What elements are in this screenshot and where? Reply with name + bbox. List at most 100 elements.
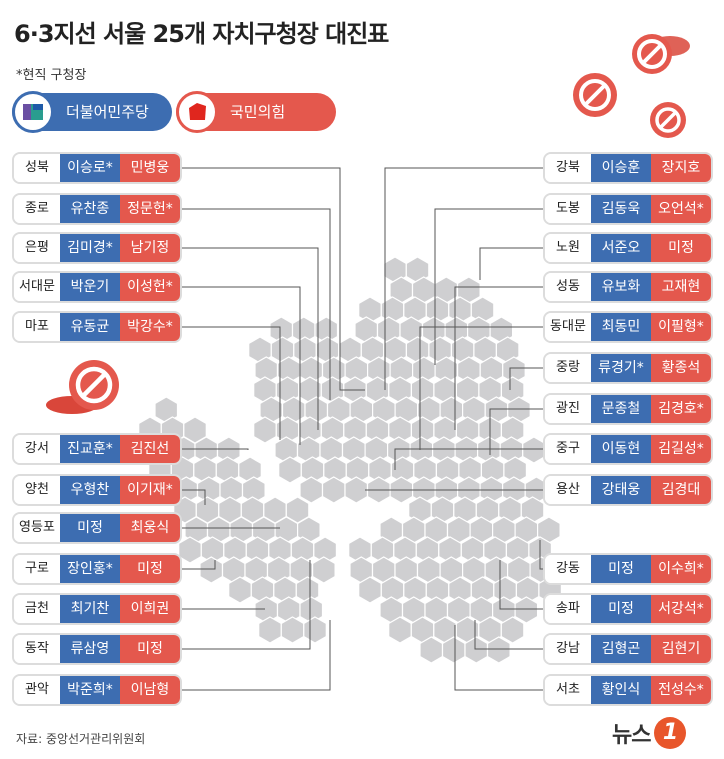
legend-people-power-party: 국민의힘 bbox=[176, 91, 336, 133]
leader-line bbox=[180, 286, 301, 445]
district-hex bbox=[522, 436, 546, 464]
matchup-box: 도봉 김동욱 오언석* bbox=[543, 193, 713, 225]
matchup-row: 금천 최기찬 이희권 bbox=[12, 593, 182, 625]
ppp-candidate: 김길성* bbox=[651, 435, 711, 463]
matchup-row: 종로 유찬종 정문헌* bbox=[12, 193, 182, 225]
matchup-row: 도봉 김동욱 오언석* bbox=[543, 193, 713, 225]
leader-line bbox=[474, 620, 543, 650]
ppp-candidate: 고재현 bbox=[651, 273, 711, 301]
incumbent-note: *현직 구청장 bbox=[16, 68, 87, 83]
leader-line bbox=[434, 208, 543, 365]
democratic-candidate: 미정 bbox=[591, 595, 651, 623]
leader-line bbox=[180, 448, 249, 450]
matchup-box: 강서 진교훈* 김진선 bbox=[12, 433, 182, 465]
ppp-candidate: 김진선 bbox=[120, 435, 180, 463]
district-hex bbox=[358, 576, 382, 604]
district-name: 영등포 bbox=[14, 514, 60, 542]
ppp-candidate: 이수희* bbox=[651, 555, 711, 583]
source-note: 자료: 중앙선거관리위원회 bbox=[16, 732, 146, 746]
democratic-candidate: 이승훈 bbox=[591, 154, 651, 182]
democratic-candidate: 김미경* bbox=[60, 234, 120, 262]
district-name: 도봉 bbox=[545, 195, 591, 223]
democratic-candidate: 강태웅 bbox=[591, 476, 651, 504]
district-name: 중랑 bbox=[545, 354, 591, 382]
ppp-candidate: 전성수* bbox=[651, 676, 711, 704]
district-name: 서대문 bbox=[14, 273, 60, 301]
ppp-candidate: 서강석* bbox=[651, 595, 711, 623]
district-name: 서초 bbox=[545, 676, 591, 704]
democratic-candidate: 미정 bbox=[591, 555, 651, 583]
matchup-box: 강북 이승훈 장지호 bbox=[543, 152, 713, 184]
matchup-box: 은평 김미경* 남기정 bbox=[12, 232, 182, 264]
legend-democratic-party: 더불어민주당 bbox=[12, 91, 172, 133]
democratic-candidate: 황인식 bbox=[591, 676, 651, 704]
district-hexes bbox=[138, 256, 576, 664]
matchup-box: 동작 류삼영 미정 bbox=[12, 633, 182, 665]
leader-line bbox=[454, 625, 543, 691]
district-name: 양천 bbox=[14, 476, 60, 504]
democratic-candidate: 유동균 bbox=[60, 313, 120, 341]
matchup-row: 중랑 류경기* 황종석 bbox=[543, 352, 713, 384]
district-hex bbox=[312, 556, 336, 584]
matchup-box: 동대문 최동민 이필형* bbox=[543, 311, 713, 343]
ppp-candidate: 이남형 bbox=[120, 676, 180, 704]
district-hex bbox=[199, 556, 224, 584]
democratic-candidate: 류삼영 bbox=[60, 635, 120, 663]
matchup-row: 양천 우형찬 이기재* bbox=[12, 474, 182, 506]
matchup-box: 구로 장인홍* 미정 bbox=[12, 553, 182, 585]
matchup-box: 성동 유보화 고재현 bbox=[543, 271, 713, 303]
district-hex bbox=[388, 616, 412, 644]
district-hex bbox=[344, 476, 369, 504]
district-name: 종로 bbox=[14, 195, 60, 223]
matchup-row: 광진 문종철 김경호* bbox=[543, 393, 713, 425]
democratic-candidate: 최동민 bbox=[591, 313, 651, 341]
democratic-party-logo-icon bbox=[12, 91, 54, 133]
leader-line bbox=[180, 560, 216, 570]
district-hex bbox=[253, 416, 277, 444]
legend-dem-label: 더불어민주당 bbox=[66, 103, 149, 121]
leader-line bbox=[509, 367, 543, 390]
democratic-candidate: 박운기 bbox=[60, 273, 120, 301]
matchup-box: 영등포 미정 최웅식 bbox=[12, 512, 182, 544]
leader-line bbox=[180, 326, 281, 440]
matchup-row: 동대문 최동민 이필형* bbox=[543, 311, 713, 343]
district-name: 동작 bbox=[14, 635, 60, 663]
ppp-candidate: 황종석 bbox=[651, 354, 711, 382]
leader-line bbox=[499, 560, 543, 610]
district-name: 강동 bbox=[545, 555, 591, 583]
district-name: 노원 bbox=[545, 234, 591, 262]
matchup-box: 강남 김형곤 김현기 bbox=[543, 633, 713, 665]
logo-mark-icon: 1 bbox=[654, 717, 687, 749]
leader-line bbox=[394, 448, 543, 470]
district-hex bbox=[258, 616, 282, 644]
district-name: 마포 bbox=[14, 313, 60, 341]
matchup-box: 관악 박준희* 이남형 bbox=[12, 674, 182, 706]
leader-line bbox=[489, 408, 543, 455]
ppp-candidate: 이희권 bbox=[120, 595, 180, 623]
democratic-candidate: 최기찬 bbox=[60, 595, 120, 623]
matchup-box: 강동 미정 이수희* bbox=[543, 553, 713, 585]
ppp-candidate: 김경대 bbox=[651, 476, 711, 504]
leader-line bbox=[180, 167, 365, 391]
ppp-candidate: 이기재* bbox=[120, 476, 180, 504]
matchup-row: 강동 미정 이수희* bbox=[543, 553, 713, 585]
district-hex bbox=[500, 616, 525, 644]
matchup-box: 양천 우형찬 이기재* bbox=[12, 474, 182, 506]
democratic-candidate: 장인홍* bbox=[60, 555, 120, 583]
district-name: 강북 bbox=[545, 154, 591, 182]
district-hex bbox=[299, 476, 324, 504]
district-name: 성동 bbox=[545, 273, 591, 301]
democratic-candidate: 김동욱 bbox=[591, 195, 651, 223]
leader-line bbox=[180, 620, 331, 691]
matchup-row: 강남 김형곤 김현기 bbox=[543, 633, 713, 665]
vote-stamp-icon bbox=[573, 73, 617, 117]
matchup-row: 중구 이동현 김길성* bbox=[543, 433, 713, 465]
district-name: 강남 bbox=[545, 635, 591, 663]
matchup-row: 마포 유동균 박강수* bbox=[12, 311, 182, 343]
vote-stamp-icon bbox=[650, 102, 686, 138]
district-name: 은평 bbox=[14, 234, 60, 262]
matchup-box: 서대문 박운기 이성헌* bbox=[12, 271, 182, 303]
leader-line bbox=[419, 326, 543, 450]
matchup-box: 중랑 류경기* 황종석 bbox=[543, 352, 713, 384]
matchup-row: 영등포 미정 최웅식 bbox=[12, 512, 182, 544]
